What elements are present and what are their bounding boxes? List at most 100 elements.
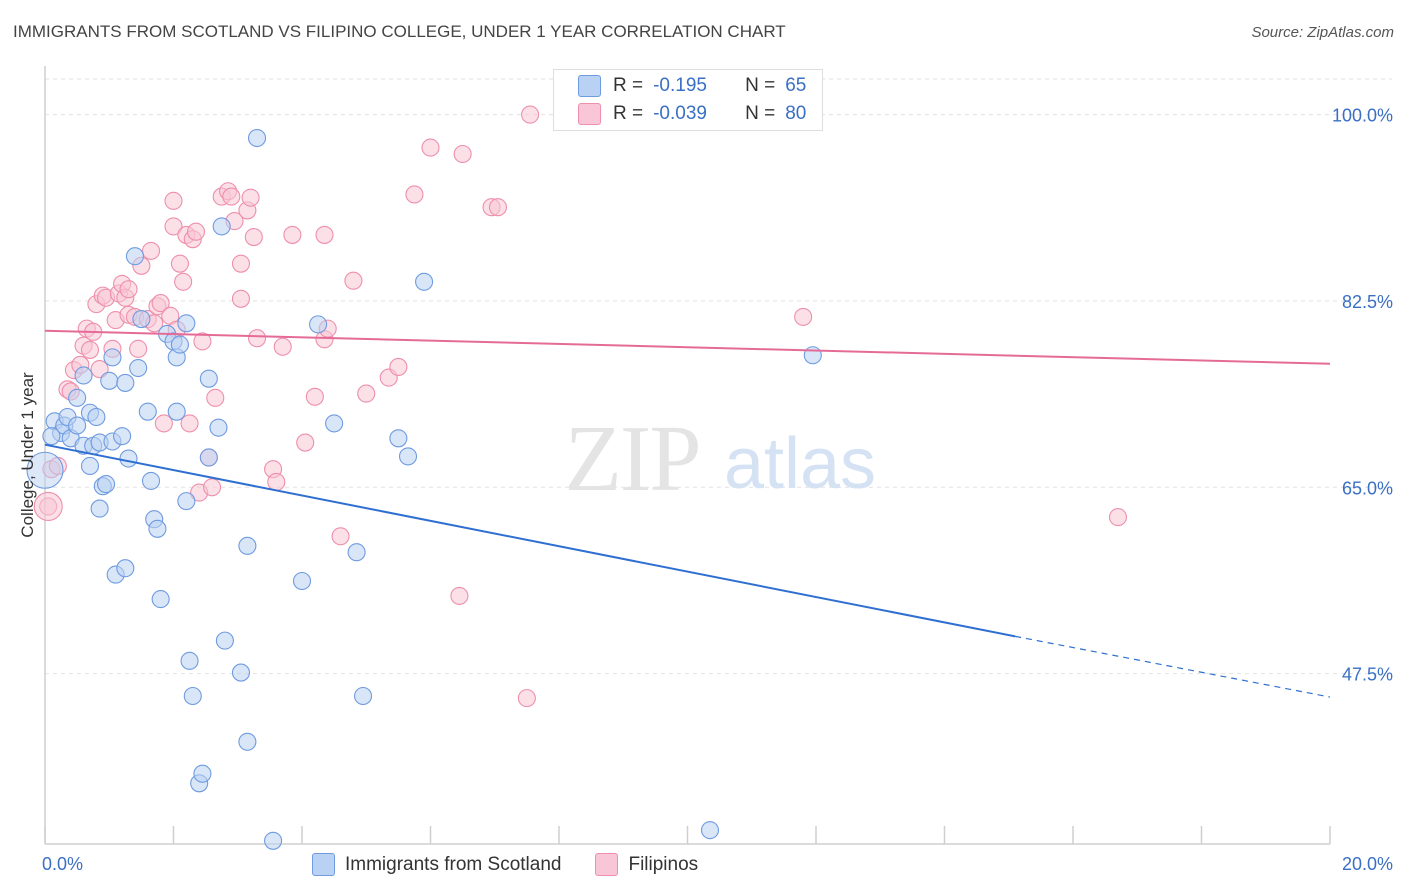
tick-labels: 47.5% 65.0% 82.5% 100.0% 0.0% 20.0%	[42, 106, 1393, 874]
y-tick-label: 100.0%	[1332, 106, 1393, 126]
data-point	[264, 831, 283, 850]
data-point	[177, 492, 196, 511]
data-point	[309, 315, 328, 334]
data-point	[231, 254, 251, 273]
r-label: R =	[613, 75, 644, 96]
data-point	[267, 472, 286, 492]
data-point	[238, 732, 257, 751]
data-point	[241, 188, 260, 207]
data-point	[174, 272, 193, 291]
data-point-large	[26, 451, 64, 489]
data-point	[215, 631, 234, 650]
n-value: 65	[785, 75, 807, 96]
y-axis-label: College, Under 1 year	[18, 372, 37, 538]
data-point	[183, 686, 202, 706]
data-point	[389, 429, 408, 448]
data-point	[116, 373, 135, 392]
data-point	[180, 651, 199, 670]
r-value: -0.195	[653, 75, 707, 96]
data-point	[100, 371, 119, 390]
data-point	[113, 427, 132, 446]
legend-swatch-filipinos	[595, 853, 619, 876]
data-point	[138, 402, 157, 421]
data-point-large	[33, 491, 63, 521]
data-point	[170, 254, 189, 273]
data-point	[357, 384, 376, 403]
data-point	[803, 346, 822, 365]
data-point	[488, 198, 508, 217]
data-point	[209, 418, 228, 437]
data-point	[305, 387, 324, 406]
legend-label-scotland: Immigrants from Scotland	[345, 853, 562, 875]
y-tick-label: 82.5%	[1342, 292, 1393, 312]
data-point	[154, 414, 173, 433]
correlation-row-scotland: R = -0.195 N = 65	[578, 72, 806, 100]
r-label: R =	[613, 103, 644, 124]
data-point	[247, 329, 267, 348]
data-point	[453, 144, 472, 164]
data-point	[315, 225, 334, 244]
data-point	[421, 138, 440, 157]
x-tick-label: 20.0%	[1342, 854, 1393, 874]
data-point	[42, 427, 61, 446]
data-point	[517, 689, 536, 708]
n-label: N =	[745, 103, 776, 124]
data-point	[96, 475, 116, 494]
data-point	[794, 307, 813, 326]
correlation-row-filipinos: R = -0.039 N = 80	[578, 100, 806, 128]
data-point	[68, 416, 87, 435]
data-point	[231, 663, 251, 682]
data-point	[148, 519, 167, 538]
data-point	[151, 294, 170, 313]
data-point	[119, 449, 138, 468]
data-point	[231, 289, 251, 308]
legend-label-filipinos: Filipinos	[628, 853, 699, 875]
data-point	[119, 280, 138, 299]
x-tick-label: 0.0%	[42, 854, 83, 874]
data-point	[521, 105, 540, 124]
data-point	[1108, 508, 1128, 527]
data-point	[164, 191, 183, 210]
data-point	[247, 128, 267, 148]
watermark: ZIP atlas	[565, 407, 877, 511]
series-filipinos	[33, 105, 1128, 708]
data-point	[80, 340, 100, 359]
data-point	[238, 536, 257, 555]
legend-item-scotland[interactable]: Immigrants from Scotland	[312, 853, 561, 876]
data-point	[170, 335, 189, 354]
data-point	[90, 499, 109, 518]
data-point	[193, 764, 212, 783]
data-point	[283, 225, 302, 244]
data-point	[415, 272, 434, 291]
legend-item-filipinos[interactable]: Filipinos	[595, 853, 698, 876]
data-point	[450, 586, 469, 605]
r-value: -0.039	[653, 103, 707, 124]
data-point	[125, 247, 144, 266]
data-point	[700, 821, 720, 840]
data-point	[90, 360, 109, 379]
data-point	[325, 414, 344, 433]
series-scotland	[26, 128, 822, 850]
data-point	[141, 241, 161, 260]
data-point	[80, 456, 100, 476]
scotland-swatch	[578, 75, 601, 97]
data-point	[129, 358, 148, 378]
data-point	[222, 187, 241, 206]
y-tick-label: 65.0%	[1342, 478, 1393, 498]
data-point	[212, 217, 231, 236]
trend-line-scotland	[44, 443, 1016, 638]
trend-lines	[44, 329, 1331, 698]
data-point	[405, 185, 424, 204]
data-point	[206, 388, 225, 407]
trend-line-filipinos	[44, 329, 1331, 365]
data-point	[344, 271, 363, 290]
data-point	[116, 559, 135, 578]
source-label: Source: ZipAtlas.com	[1251, 24, 1394, 41]
data-point	[164, 217, 183, 236]
data-point	[296, 433, 315, 452]
data-point	[353, 686, 373, 706]
data-point	[129, 339, 148, 358]
grid-lines	[45, 78, 1392, 675]
data-point	[74, 366, 93, 385]
